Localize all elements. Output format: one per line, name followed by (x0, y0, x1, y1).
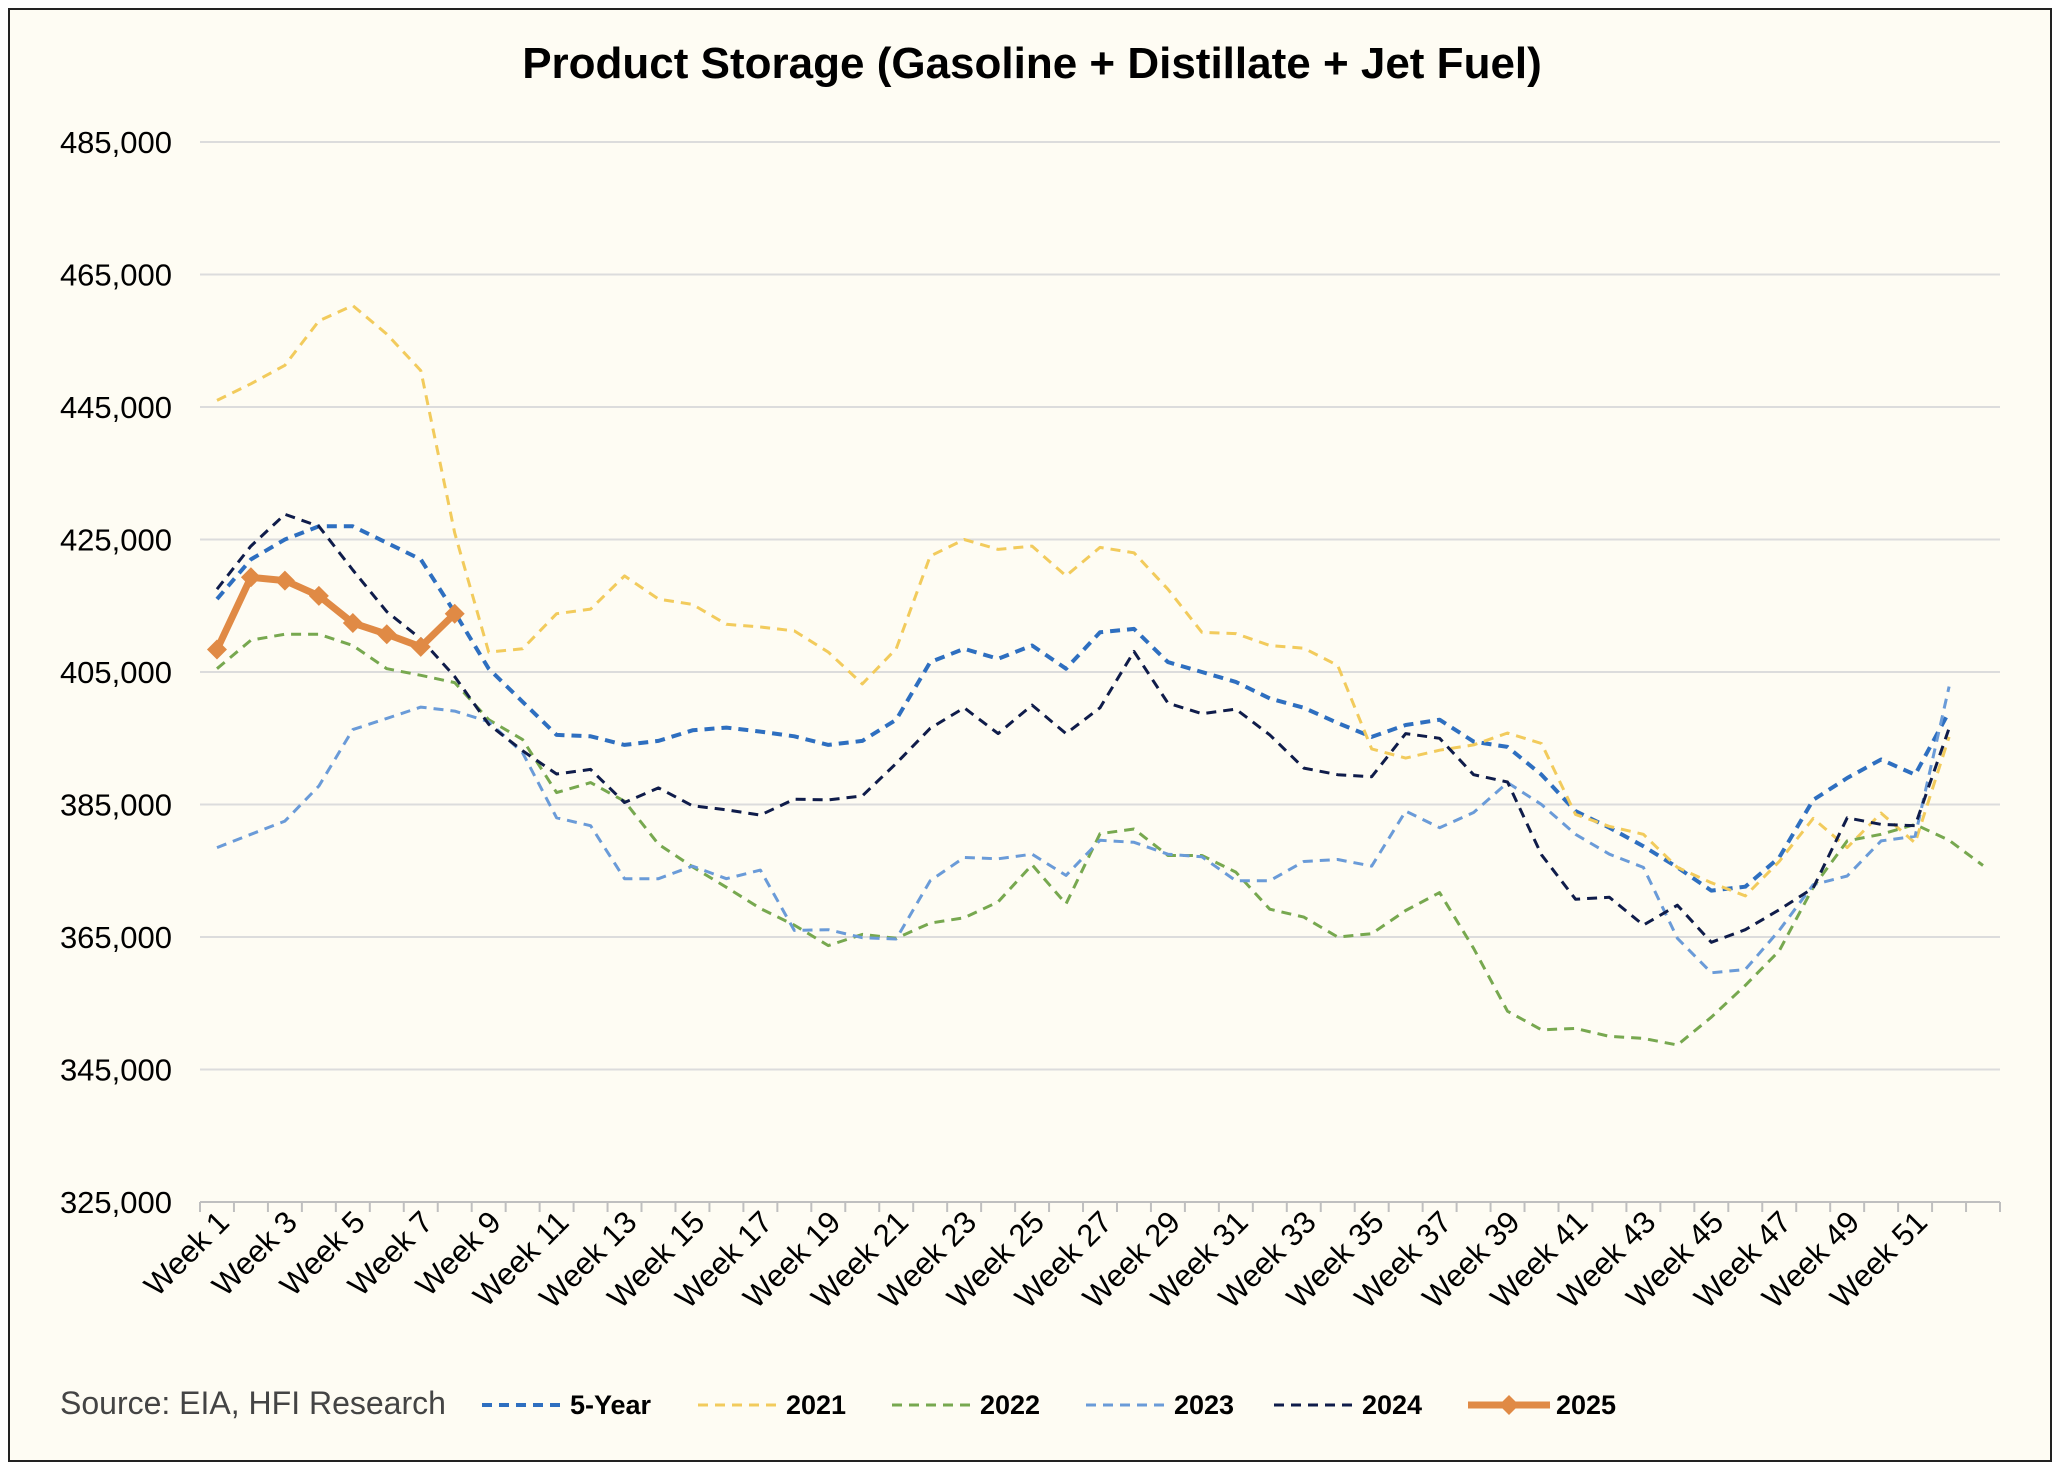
axes (199, 1201, 2001, 1212)
series-line-2021 (216, 304, 1951, 898)
data-point-marker (410, 636, 431, 657)
legend: 5-Year 2021 2022 2023 2024 2025 (482, 1390, 1616, 1420)
data-point-marker (206, 639, 227, 660)
legend-marker (1499, 1395, 1519, 1415)
y-tick-label: 385,000 (60, 788, 172, 823)
legend-label: 2021 (786, 1390, 846, 1420)
y-tick-label: 405,000 (60, 655, 172, 690)
y-axis-tick-labels: 485,000 465,000 445,000 425,000 405,000 385,0… (60, 125, 172, 1220)
series-line-2024 (215, 512, 1951, 944)
series-line-2023 (216, 686, 1951, 975)
legend-label: 2022 (980, 1390, 1040, 1420)
grid-lines (200, 141, 2000, 1071)
legend-label: 2023 (1174, 1390, 1234, 1420)
data-point-marker (274, 570, 295, 591)
data-point-marker (376, 624, 397, 645)
data-point-marker (342, 612, 363, 633)
line-chart: Product Storage (Gasoline + Distillate +… (60, 39, 2001, 1421)
y-tick-label: 485,000 (60, 125, 172, 160)
y-tick-label: 465,000 (60, 258, 172, 293)
y-tick-label: 365,000 (60, 920, 172, 955)
y-tick-label: 445,000 (60, 390, 172, 425)
series-lines (206, 304, 1984, 1047)
legend-label: 2024 (1362, 1390, 1422, 1420)
y-tick-label: 425,000 (60, 523, 172, 558)
data-point-marker (308, 585, 329, 606)
series-line-2022 (216, 632, 1984, 1047)
data-point-marker (240, 567, 261, 588)
source-note: Source: EIA, HFI Research (60, 1385, 446, 1421)
y-tick-label: 345,000 (60, 1053, 172, 1088)
chart-title: Product Storage (Gasoline + Distillate +… (522, 39, 1542, 88)
y-tick-label: 325,000 (60, 1185, 172, 1220)
chart-frame: Product Storage (Gasoline + Distillate +… (8, 8, 2052, 1462)
legend-label: 5-Year (570, 1390, 652, 1420)
data-point-marker (444, 603, 465, 624)
legend-label: 2025 (1556, 1390, 1616, 1420)
